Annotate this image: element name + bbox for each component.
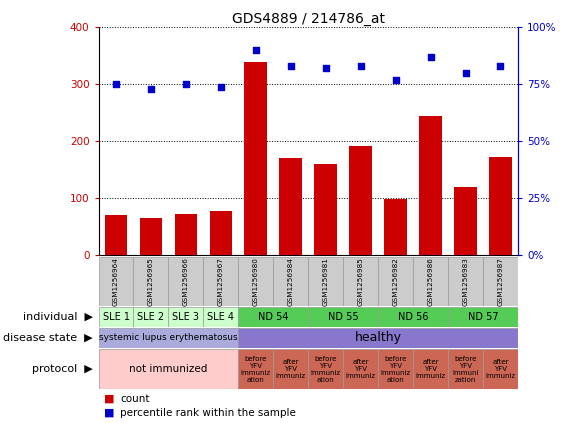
Point	[286, 63, 295, 69]
Bar	[238, 328, 518, 348]
Text: GSM1256983: GSM1256983	[463, 257, 468, 306]
Point	[321, 65, 330, 72]
Text: ND 54: ND 54	[258, 312, 289, 322]
Text: not immunized: not immunized	[129, 364, 208, 374]
Text: SLE 1: SLE 1	[102, 312, 129, 322]
Text: percentile rank within the sample: percentile rank within the sample	[120, 408, 296, 418]
Bar	[238, 257, 273, 306]
Text: GSM1256965: GSM1256965	[148, 257, 154, 306]
Bar	[168, 257, 203, 306]
Bar	[489, 157, 512, 255]
Bar	[203, 257, 238, 306]
Point	[461, 70, 470, 77]
Point	[496, 63, 505, 69]
Text: before
YFV
immuni
zation: before YFV immuni zation	[452, 356, 479, 382]
Text: GSM1256982: GSM1256982	[392, 257, 399, 306]
Bar	[448, 349, 483, 389]
Text: after
YFV
immuniz: after YFV immuniz	[485, 359, 516, 379]
Bar	[99, 257, 133, 306]
Text: GSM1256966: GSM1256966	[183, 257, 189, 306]
Text: count: count	[120, 394, 149, 404]
Text: ■: ■	[104, 408, 115, 418]
Text: ND 56: ND 56	[398, 312, 428, 322]
Text: healthy: healthy	[355, 332, 401, 344]
Bar	[140, 218, 162, 255]
Point	[111, 81, 120, 88]
Text: GSM1256986: GSM1256986	[427, 257, 434, 306]
Bar	[448, 307, 518, 327]
Text: systemic lupus erythematosus: systemic lupus erythematosus	[99, 333, 238, 343]
Point	[181, 81, 190, 88]
Bar	[175, 214, 197, 255]
Text: GSM1256980: GSM1256980	[253, 257, 259, 306]
Bar	[454, 187, 477, 255]
Text: SLE 3: SLE 3	[172, 312, 199, 322]
Bar	[203, 307, 238, 327]
Bar	[273, 257, 309, 306]
Text: individual  ▶: individual ▶	[23, 312, 93, 322]
Bar	[349, 146, 372, 255]
Bar	[309, 257, 343, 306]
Bar	[419, 115, 442, 255]
Text: ND 55: ND 55	[328, 312, 359, 322]
Text: SLE 2: SLE 2	[137, 312, 164, 322]
Bar	[448, 257, 483, 306]
Bar	[483, 257, 518, 306]
Text: GSM1256985: GSM1256985	[358, 257, 364, 306]
Point	[251, 47, 260, 54]
Point	[426, 54, 435, 60]
Bar	[99, 307, 133, 327]
Bar	[168, 307, 203, 327]
Bar	[343, 349, 378, 389]
Text: GSM1256987: GSM1256987	[498, 257, 503, 306]
Bar	[279, 158, 302, 255]
Bar	[343, 257, 378, 306]
Text: GSM1256967: GSM1256967	[218, 257, 224, 306]
Bar	[483, 349, 518, 389]
Text: before
YFV
immuniz
ation: before YFV immuniz ation	[311, 356, 341, 382]
Point	[391, 77, 400, 83]
Bar	[378, 257, 413, 306]
Bar	[413, 349, 448, 389]
Bar	[385, 199, 407, 255]
Bar	[309, 307, 378, 327]
Title: GDS4889 / 214786_at: GDS4889 / 214786_at	[232, 12, 385, 27]
Point	[216, 83, 225, 90]
Bar	[309, 349, 343, 389]
Text: before
YFV
immuniz
ation: before YFV immuniz ation	[381, 356, 410, 382]
Bar	[378, 307, 448, 327]
Bar	[238, 307, 309, 327]
Bar	[244, 62, 267, 255]
Bar	[413, 257, 448, 306]
Text: GSM1256984: GSM1256984	[288, 257, 294, 306]
Text: disease state  ▶: disease state ▶	[3, 333, 93, 343]
Bar	[209, 211, 232, 255]
Bar	[314, 164, 337, 255]
Text: protocol  ▶: protocol ▶	[32, 364, 93, 374]
Bar	[99, 349, 238, 389]
Text: before
YFV
immuniz
ation: before YFV immuniz ation	[241, 356, 271, 382]
Bar	[133, 257, 168, 306]
Bar	[105, 215, 127, 255]
Point	[146, 85, 155, 92]
Text: GSM1256964: GSM1256964	[113, 257, 119, 306]
Text: ND 57: ND 57	[468, 312, 498, 322]
Text: after
YFV
immuniz: after YFV immuniz	[276, 359, 306, 379]
Bar	[273, 349, 309, 389]
Bar	[99, 328, 238, 348]
Text: GSM1256981: GSM1256981	[323, 257, 329, 306]
Bar	[378, 349, 413, 389]
Bar	[133, 307, 168, 327]
Point	[356, 63, 365, 69]
Text: after
YFV
immuniz: after YFV immuniz	[346, 359, 376, 379]
Text: SLE 4: SLE 4	[207, 312, 234, 322]
Bar	[238, 349, 273, 389]
Text: after
YFV
immuniz: after YFV immuniz	[415, 359, 446, 379]
Text: ■: ■	[104, 394, 115, 404]
